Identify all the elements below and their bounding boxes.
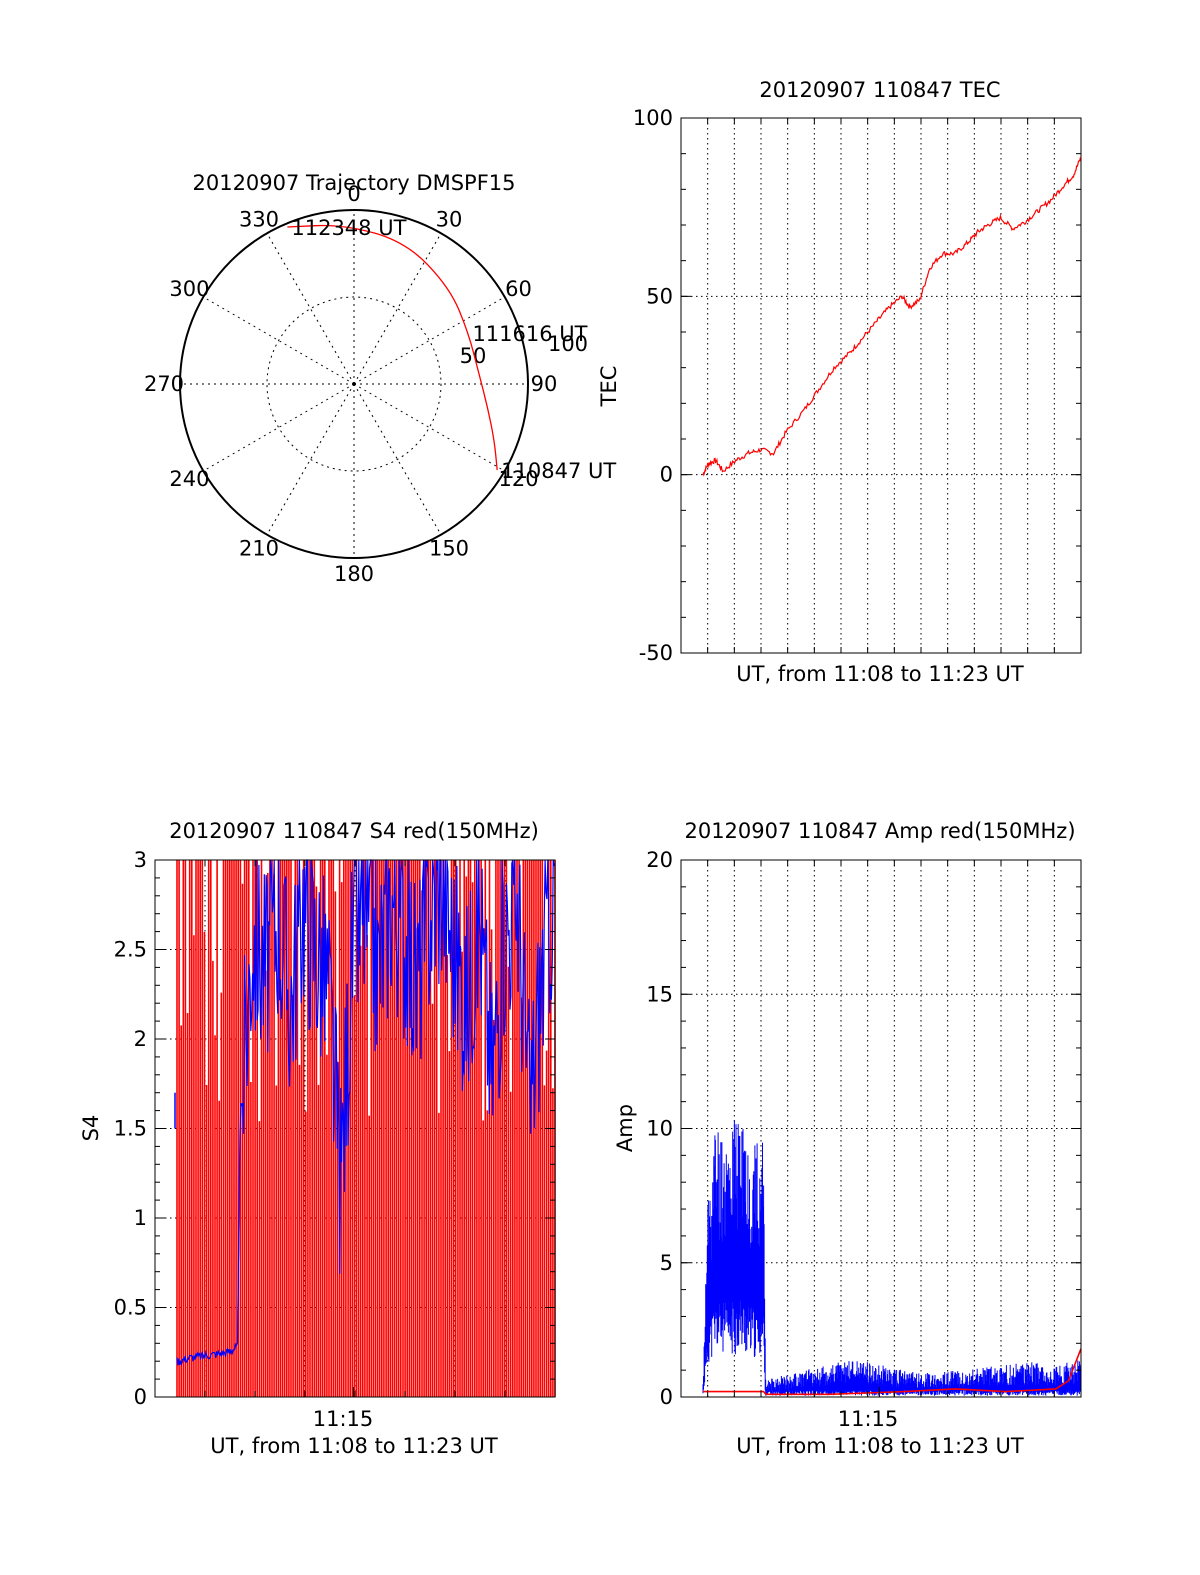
polar-angle-label: 30 xyxy=(436,207,463,231)
polar-radial-labels: 50 100 xyxy=(460,332,588,368)
s4-xlabel: UT, from 11:08 to 11:23 UT xyxy=(210,1434,498,1458)
s4-ylabel: S4 xyxy=(79,1115,103,1142)
polar-grid xyxy=(180,210,528,558)
polar-spoke xyxy=(353,383,442,535)
polar-angle-label: 150 xyxy=(429,537,469,561)
tec-ylabel: TEC xyxy=(597,366,621,408)
y-tick-label: -50 xyxy=(639,641,673,665)
polar-spoke xyxy=(203,383,355,472)
y-tick-label: 0 xyxy=(660,1385,673,1409)
trajectory-time-label: 111616 UT xyxy=(472,322,587,346)
polar-angle-label: 330 xyxy=(239,207,279,231)
tec-title: 20120907 110847 TEC xyxy=(759,78,1000,102)
y-tick-label: 2.5 xyxy=(114,938,147,962)
polar-angle-label: 270 xyxy=(144,372,184,396)
amp-red-series xyxy=(703,1348,1082,1396)
y-tick-label: 3 xyxy=(134,848,147,872)
s4-xtick-label: 11:15 xyxy=(313,1407,374,1431)
polar-angle-label: 120 xyxy=(498,467,538,491)
polar-outer-circle xyxy=(179,209,529,559)
y-tick-label: 0 xyxy=(134,1385,147,1409)
polar-spoke xyxy=(266,233,355,385)
polar-spoke xyxy=(353,233,442,385)
polar-angle-labels: 0 30 60 90 120 150 180 210 240 270 300 330 xyxy=(144,182,557,586)
polar-angle-label: 240 xyxy=(169,467,209,491)
trajectory-time-labels: 110847 UT 111616 UT 112348 UT xyxy=(291,216,616,483)
polar-spoke xyxy=(203,296,355,385)
s4-series xyxy=(174,859,556,1397)
y-tick-label: 1.5 xyxy=(114,1117,147,1141)
polar-angle-label: 90 xyxy=(531,372,558,396)
polar-angle-label: 60 xyxy=(505,277,532,301)
trajectory-time-label: 112348 UT xyxy=(291,216,406,240)
polar-angle-label: 210 xyxy=(239,537,279,561)
trajectory-panel: 20120907 Trajectory DMSPF15 0 30 60 90 120 15… xyxy=(144,171,616,586)
y-tick-label: 0 xyxy=(660,463,673,487)
s4-title: 20120907 110847 S4 red(150MHz) xyxy=(169,819,539,843)
polar-angle-label: 180 xyxy=(334,562,374,586)
amp-ylabel: Amp xyxy=(613,1104,637,1152)
trajectory-title: 20120907 Trajectory DMSPF15 xyxy=(192,171,515,195)
amp-series xyxy=(702,1120,1082,1396)
polar-ring-50 xyxy=(266,296,442,472)
s4-blue-series xyxy=(176,859,555,1367)
polar-spoke xyxy=(353,383,505,472)
s4-panel: 20120907 110847 S4 red(150MHz) 0 0.5 1 1.5 2… xyxy=(79,819,556,1458)
tec-series xyxy=(702,156,1082,477)
tec-plot-frame xyxy=(680,117,1082,654)
polar-radial-label: 100 xyxy=(548,332,588,356)
amp-xtick-label: 11:15 xyxy=(838,1407,899,1431)
polar-spoke xyxy=(353,296,505,385)
y-tick-label: 2 xyxy=(134,1027,147,1051)
polar-spoke xyxy=(266,383,355,535)
tec-xlabel: UT, from 11:08 to 11:23 UT xyxy=(736,662,1024,686)
y-tick-label: 100 xyxy=(633,106,673,130)
y-tick-label: 1 xyxy=(134,1206,147,1230)
y-tick-label: 20 xyxy=(646,848,673,872)
amp-title: 20120907 110847 Amp red(150MHz) xyxy=(684,819,1075,843)
polar-radial-label: 50 xyxy=(460,344,487,368)
y-tick-label: 5 xyxy=(660,1251,673,1275)
amp-blue-series xyxy=(702,1120,1082,1396)
y-tick-label: 50 xyxy=(646,284,673,308)
polar-angle-label: 300 xyxy=(169,277,209,301)
trajectory-line xyxy=(287,224,498,471)
polar-angle-label: 0 xyxy=(347,182,360,206)
s4-axis-ticks: 0 0.5 1 1.5 2 2.5 3 xyxy=(114,848,555,1409)
amp-panel: 20120907 110847 Amp red(150MHz) 0 5 10 15 20… xyxy=(613,819,1082,1458)
tec-panel: 20120907 110847 TEC -50 0 50 100 TEC UT, fr… xyxy=(597,78,1082,686)
y-tick-label: 0.5 xyxy=(114,1296,147,1320)
amp-axis-ticks: 0 5 10 15 20 xyxy=(646,848,1081,1409)
amp-grid xyxy=(681,860,1081,1397)
tec-axis-ticks: -50 0 50 100 xyxy=(633,106,1081,665)
tec-grid xyxy=(681,118,1081,653)
trajectory-time-label: 110847 UT xyxy=(501,459,616,483)
amp-xlabel: UT, from 11:08 to 11:23 UT xyxy=(736,1434,1024,1458)
y-tick-label: 10 xyxy=(646,1117,673,1141)
y-tick-label: 15 xyxy=(646,982,673,1006)
tec-series-line xyxy=(702,156,1082,477)
